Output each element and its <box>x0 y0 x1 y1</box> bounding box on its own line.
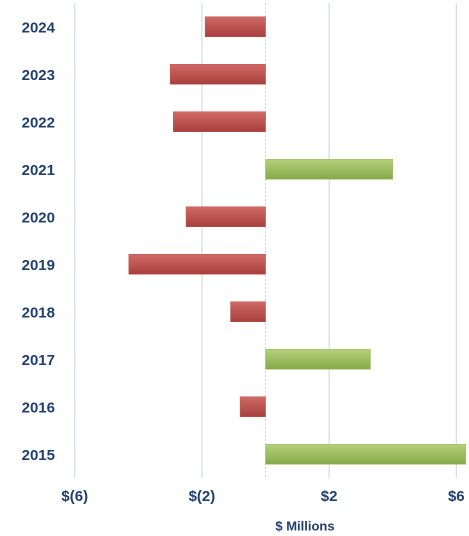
bar <box>185 206 266 227</box>
x-axis-title: $ Millions <box>275 518 334 533</box>
y-tick-label: 2017 <box>22 352 55 369</box>
bar <box>169 64 266 85</box>
y-tick-label: 2020 <box>22 210 55 227</box>
x-tick-label: $(6) <box>61 488 88 505</box>
bar <box>239 396 266 417</box>
bar <box>204 16 266 37</box>
bar <box>230 301 266 322</box>
bar <box>128 254 266 275</box>
bar <box>265 444 467 465</box>
bar <box>265 349 371 370</box>
x-tick-label: $2 <box>321 488 338 505</box>
bar <box>265 159 393 180</box>
y-tick-label: 2019 <box>22 257 55 274</box>
x-tick-label: $6 <box>448 488 465 505</box>
y-tick-label: 2023 <box>22 67 55 84</box>
bar <box>173 111 266 132</box>
y-tick-label: 2022 <box>22 115 55 132</box>
y-tick-label: 2024 <box>22 20 56 37</box>
x-tick-label: $(2) <box>189 488 216 505</box>
y-tick-label: 2018 <box>22 305 55 322</box>
y-tick-label: 2021 <box>22 162 55 179</box>
y-tick-label: 2016 <box>22 400 55 417</box>
y-tick-label: 2015 <box>22 447 55 464</box>
